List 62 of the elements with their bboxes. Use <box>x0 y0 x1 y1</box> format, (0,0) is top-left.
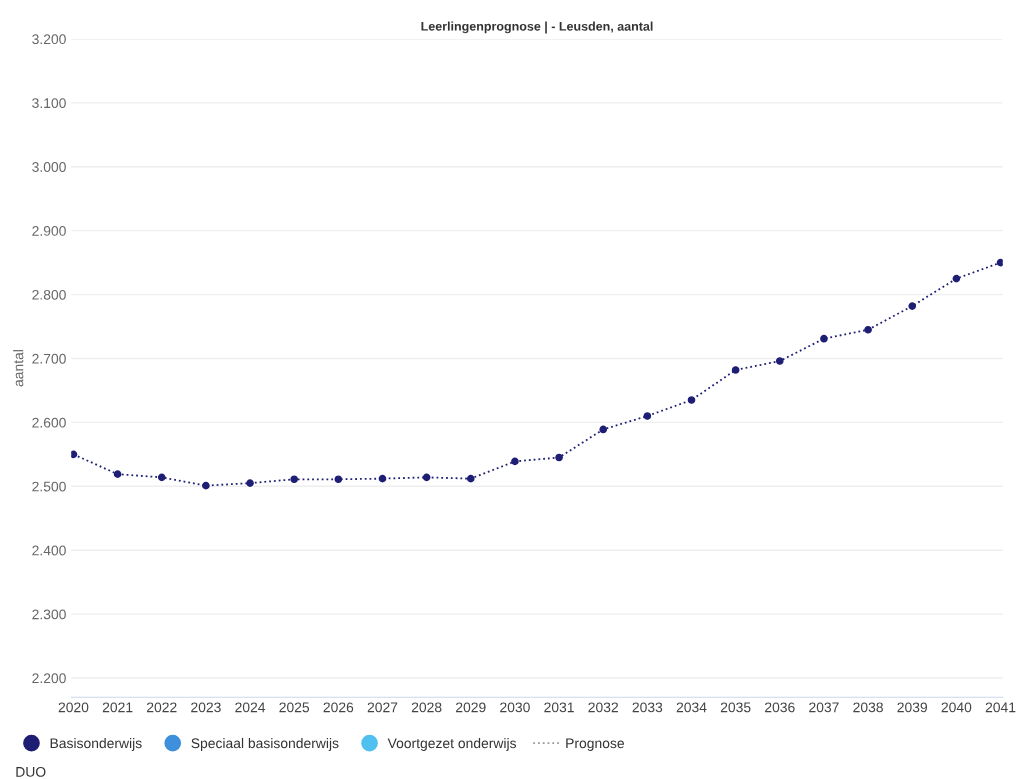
x-tick-label: 2023 <box>191 702 221 713</box>
x-tick-label: 2021 <box>102 702 133 713</box>
point <box>775 357 784 365</box>
point <box>466 474 475 483</box>
x-tick-label: 2031 <box>544 702 574 713</box>
y-axis-title: aantal <box>13 350 24 387</box>
point <box>334 475 343 484</box>
y-tick-label: 2.300 <box>32 609 66 620</box>
point <box>731 366 740 374</box>
y-tick-label: 2.700 <box>32 353 66 364</box>
x-tick-label: 2020 <box>58 702 89 713</box>
point <box>996 258 1003 267</box>
x-tick-label: 2034 <box>676 702 707 713</box>
point <box>422 473 431 482</box>
x-tick-label: 2030 <box>500 702 530 713</box>
point <box>864 325 872 334</box>
y-tick-label: 2.200 <box>32 673 66 684</box>
point <box>71 450 78 459</box>
legend-label: Speciaal basisonderwijs <box>191 737 339 751</box>
x-tick-label: 2026 <box>323 702 354 713</box>
point <box>643 412 652 420</box>
point <box>599 425 608 434</box>
point <box>687 396 696 404</box>
y-tick-label: 2.600 <box>32 417 66 428</box>
x-tick-label: 2041 <box>985 702 1016 713</box>
point <box>511 457 519 466</box>
point <box>202 481 210 490</box>
y-tick-label: 2.500 <box>32 481 66 492</box>
y-tick-label: 3.000 <box>32 162 66 172</box>
y-tick-label: 3.200 <box>32 34 66 45</box>
text: DUO <box>16 766 46 777</box>
x-tick-label: 2029 <box>456 702 486 713</box>
point <box>952 274 961 283</box>
x-tick-label: 2028 <box>411 702 442 713</box>
point <box>820 334 828 343</box>
x-tick-label: 2037 <box>809 702 839 713</box>
x-tick-label: 2040 <box>941 702 972 713</box>
x-tick-label: 2022 <box>147 702 177 713</box>
chart-title: Leerlingenprognose | - Leusden, aantal <box>421 21 653 34</box>
x-tick-label: 2038 <box>853 702 883 713</box>
point <box>157 473 166 482</box>
legend-label: Prognose <box>566 738 624 751</box>
x-tick-label: 2036 <box>765 702 795 713</box>
x-tick-label: 2027 <box>367 702 398 713</box>
point <box>290 475 299 484</box>
x-tick-label: 2039 <box>897 702 928 713</box>
point <box>378 474 387 483</box>
x-tick-label: 2024 <box>235 702 266 713</box>
point <box>555 453 563 462</box>
y-tick-label: 2.800 <box>32 289 66 300</box>
x-tick-label: 2033 <box>632 702 663 713</box>
legend-label: Basisonderwijs <box>50 737 142 751</box>
x-tick-label: 2035 <box>720 702 751 713</box>
x-tick-label: 2032 <box>588 702 618 713</box>
point <box>113 470 122 478</box>
legend-label: Voortgezet onderwijs <box>387 737 517 751</box>
y-tick-label: 2.900 <box>32 226 66 236</box>
x-tick-label: 2025 <box>279 702 310 713</box>
point <box>908 302 917 310</box>
y-tick-label: 2.400 <box>32 545 66 556</box>
point <box>246 479 254 487</box>
y-tick-label: 3.100 <box>32 98 66 109</box>
